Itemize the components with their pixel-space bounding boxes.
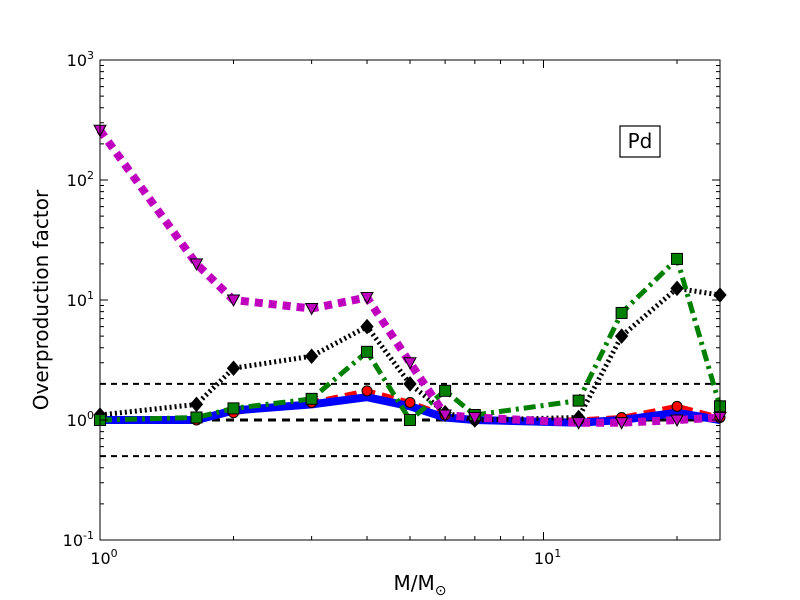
- series-3-marker-1: [190, 411, 203, 424]
- element-annotation: Pd: [619, 125, 661, 158]
- x-axis-label: M/M⊙: [394, 571, 447, 599]
- series-4-marker-9: [614, 417, 629, 430]
- annotation-box: [619, 125, 661, 158]
- y-tick-label-2: 101: [67, 289, 94, 310]
- x-tick-label-0-base: 10: [90, 549, 110, 568]
- series-0-marker-10: [671, 400, 683, 412]
- series-2-marker-5: [403, 376, 417, 392]
- annotation-text: Pd: [628, 129, 653, 153]
- series-0-marker-4: [361, 385, 373, 397]
- y-tick-label-0: 10-1: [63, 529, 94, 550]
- y-tick-label-0-exponent: -1: [83, 529, 94, 542]
- y-tick-label-1-exponent: 0: [87, 409, 94, 422]
- series-2-marker-10: [670, 280, 684, 297]
- series-4-marker-10: [670, 414, 684, 428]
- series-3-marker-3: [305, 392, 318, 405]
- series-3-marker-9: [615, 306, 628, 319]
- x-tick-label-1-exponent: 1: [554, 547, 561, 560]
- series-line-4: [96, 127, 721, 427]
- series-4-marker-3: [304, 302, 319, 316]
- y-tick-label-4: 103: [67, 49, 94, 70]
- x-tick-label-1-base: 10: [534, 549, 554, 568]
- series-2-marker-2: [226, 360, 241, 377]
- series-2-marker-4: [360, 318, 374, 335]
- series-2-marker-3: [304, 348, 319, 364]
- series-line-3: [99, 254, 723, 424]
- series-4-marker-4: [360, 291, 374, 305]
- y-tick-label-2-exponent: 1: [87, 289, 94, 302]
- axis-ticks: [99, 59, 720, 541]
- series-3-marker-4: [361, 345, 374, 358]
- series-2-marker-1: [189, 396, 204, 413]
- y-tick-label-3: 102: [67, 169, 94, 190]
- y-tick-label-1-base: 10: [67, 411, 87, 430]
- x-axis-label-main: M/M: [394, 571, 435, 595]
- series-3-marker-8: [572, 394, 585, 407]
- series-3-marker-5: [404, 414, 416, 426]
- y-tick-label-3-exponent: 2: [87, 169, 94, 182]
- series-4-marker-1: [189, 258, 204, 271]
- x-tick-label-0: 100: [90, 547, 117, 568]
- y-tick-label-0-base: 10: [63, 531, 83, 550]
- y-tick-label-2-base: 10: [67, 291, 87, 310]
- series-4-marker-6: [438, 409, 452, 423]
- series-0-marker-5: [404, 396, 416, 408]
- x-tick-label-1: 101: [534, 547, 561, 568]
- y-axis-label: Overproduction factor: [29, 189, 53, 410]
- y-tick-label-4-base: 10: [67, 51, 87, 70]
- x-axis-label-subscript: ⊙: [435, 583, 447, 599]
- series-lines: [96, 127, 723, 427]
- y-tick-label-1: 100: [67, 409, 94, 430]
- x-tick-label-0-exponent: 0: [111, 547, 118, 560]
- series-4-marker-8: [571, 417, 586, 430]
- series-4-marker-5: [403, 357, 417, 370]
- y-tick-label-3-base: 10: [67, 171, 87, 190]
- series-line-2: [99, 285, 721, 423]
- series-4-marker-2: [226, 294, 241, 308]
- series-3-marker-2: [227, 402, 240, 415]
- series-2-marker-9: [614, 328, 629, 344]
- series-4-marker-7: [467, 411, 482, 425]
- series-3-marker-10: [671, 252, 684, 265]
- y-tick-label-4-exponent: 3: [87, 49, 94, 62]
- series-3-marker-6: [439, 384, 452, 397]
